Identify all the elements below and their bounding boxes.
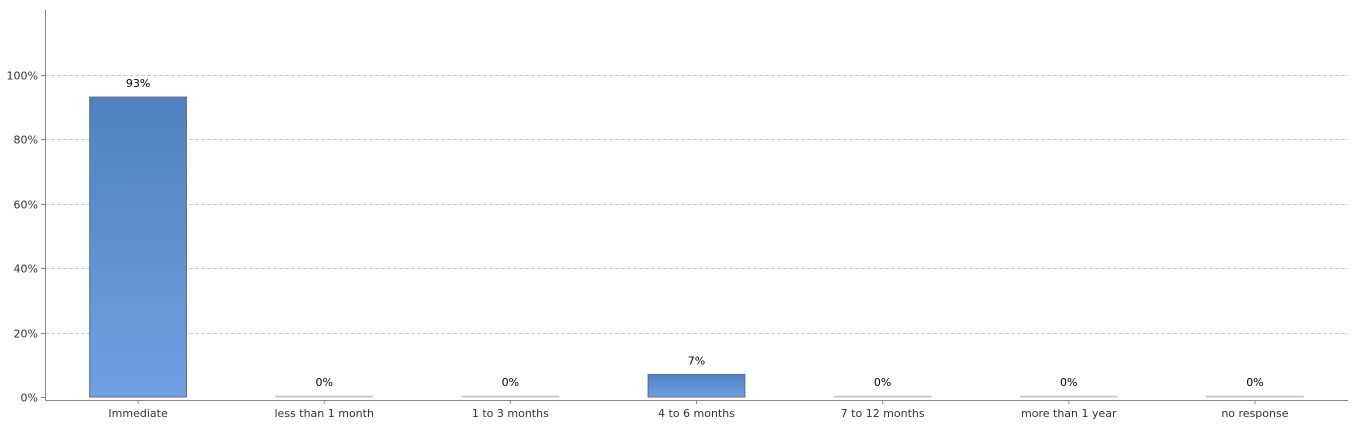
x-tick-label: less than 1 month [274,407,374,420]
x-tick-label: more than 1 year [1021,407,1117,420]
x-tick-label: 7 to 12 months [841,407,925,420]
y-tick-label: 100% [7,70,38,83]
data-label: 0% [315,376,332,389]
y-tick-label: 20% [14,328,38,341]
data-label: 0% [502,376,519,389]
x-tick-label: no response [1221,407,1288,420]
gridlines [45,75,1348,334]
y-tick-label: 0% [21,392,38,405]
labels: 0% 20% 40% 60% 80% 100% 93% Immediate 0% less tha… [7,70,1289,421]
bar [1019,395,1118,398]
bar [1206,395,1304,398]
y-tick-label: 80% [14,134,38,147]
data-label: 7% [688,354,705,367]
data-label: 0% [874,376,891,389]
bars [89,96,1304,398]
data-label: 0% [1060,376,1077,389]
bar [461,395,560,398]
y-tick-label: 40% [14,263,38,276]
bar [89,96,187,398]
x-tick-label: Immediate [108,407,168,420]
y-tick-label: 60% [14,199,38,212]
bar [647,373,746,398]
bar [275,395,374,398]
data-label: 93% [126,77,150,90]
bar [833,395,932,398]
x-tick-label: 4 to 6 months [658,407,735,420]
x-tick-label: 1 to 3 months [472,407,549,420]
data-label: 0% [1246,376,1263,389]
axes [41,10,1348,404]
